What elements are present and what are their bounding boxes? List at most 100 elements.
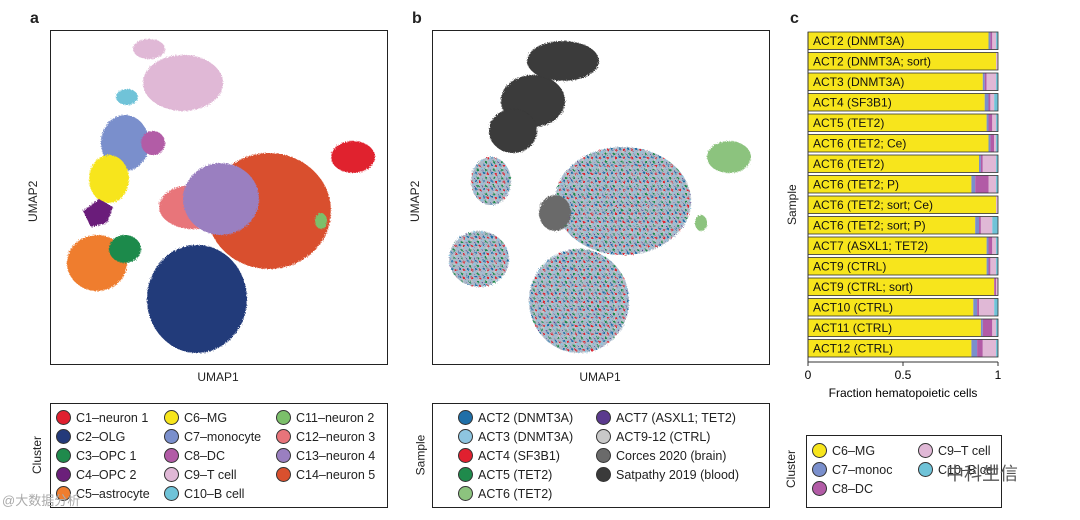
legend-swatch-icon: [276, 410, 291, 425]
panel-a-label: a: [30, 10, 39, 27]
legend-cluster-a: [50, 403, 388, 508]
legend-label: ACT5 (TET2): [478, 467, 553, 482]
legend-swatch-icon: [56, 410, 71, 425]
bar-segment: [996, 32, 998, 50]
bar-segment: [808, 257, 987, 275]
cluster-c9-t-cell: [143, 55, 223, 111]
cluster-legend-item: C9–T cell: [164, 467, 237, 482]
bar-segment: [992, 32, 997, 50]
bar-segment: [808, 52, 997, 70]
legend-label: C6–MG: [832, 443, 876, 458]
panel-a-xlabel: UMAP1: [197, 370, 239, 384]
bar-segment: [994, 93, 998, 111]
bar-category-label: ACT6 (TET2; Ce): [813, 137, 906, 151]
x-tick-label: 1: [995, 368, 1002, 382]
sample-legend-item: Satpathy 2019 (blood): [596, 467, 739, 482]
cluster-c-legend-item: C7–monoc: [812, 462, 892, 477]
cluster-legend-item: C4–OPC 2: [56, 467, 136, 482]
legend-swatch-icon: [164, 429, 179, 444]
bar-segment: [996, 134, 998, 152]
bar-segment: [992, 237, 997, 255]
bar-segment: [808, 196, 997, 214]
cluster-legend-item: C3–OPC 1: [56, 448, 136, 463]
bar-segment: [808, 319, 981, 337]
umap-cluster-plot: [50, 30, 388, 365]
blob-mixed-center: [555, 147, 691, 255]
legend-label: C7–monocyte: [184, 429, 262, 444]
cluster-legend-item: C5–astrocyte: [56, 486, 150, 501]
bar-segment: [808, 298, 974, 316]
bar-segment: [990, 134, 995, 152]
cluster-legend-item: C2–OLG: [56, 429, 125, 444]
watermark-right: 中科生信: [946, 464, 1018, 484]
legend-swatch-icon: [812, 462, 827, 477]
legend-swatch-icon: [276, 429, 291, 444]
bar-segment: [984, 73, 987, 91]
cluster-legend-item: C7–monocyte: [164, 429, 261, 444]
cluster-c10-b-cell: [116, 89, 138, 105]
bar-segment: [975, 216, 979, 234]
bar-category-label: ACT10 (CTRL): [813, 301, 893, 315]
panel-c-ylabel: Sample: [785, 184, 799, 225]
cluster-c6-mg: [89, 155, 129, 203]
stacked-bar-chart: ACT2 (DNMT3A) ACT2 (DNMT3A; sort) ACT3 (DN…: [805, 31, 1002, 400]
legend-label: C3–OPC 1: [76, 448, 137, 463]
legend-label: C8–DC: [184, 448, 225, 463]
legend-swatch-icon: [596, 410, 611, 425]
bar-segment: [996, 257, 998, 275]
bar-category-label: ACT6 (TET2; sort; Ce): [813, 198, 933, 212]
cluster-c13-neuron4: [183, 163, 259, 235]
legend-swatch-icon: [276, 448, 291, 463]
legend-label: Satpathy 2019 (blood): [616, 467, 740, 482]
bar-segment: [808, 216, 976, 234]
bar-segment: [996, 73, 998, 91]
cluster-legend-item: C10–B cell: [164, 486, 244, 501]
legend-b-title: Sample: [413, 434, 428, 476]
cluster-c11-neuron2: [315, 213, 327, 229]
bar-segment: [994, 298, 998, 316]
cluster-legend-item: C12–neuron 3: [276, 429, 375, 444]
bar-segment: [986, 114, 989, 132]
bar-segment: [977, 298, 979, 316]
bar-segment: [986, 237, 989, 255]
bar-segment: [980, 319, 983, 337]
legend-label: C4–OPC 2: [76, 467, 137, 482]
legend-label: C5–astrocyte: [76, 486, 150, 501]
bar-segment: [982, 319, 993, 337]
cluster-c8-dc: [141, 131, 165, 155]
bar-segment: [979, 298, 995, 316]
panel-b-xlabel: UMAP1: [579, 370, 621, 384]
legend-cluster-c: [806, 435, 1002, 508]
legend-swatch-icon: [458, 448, 473, 463]
sample-legend-item: ACT7 (ASXL1; TET2): [596, 410, 736, 425]
bar-segment: [992, 114, 997, 132]
cluster-legend-item: C1–neuron 1: [56, 410, 148, 425]
legend-swatch-icon: [56, 429, 71, 444]
bar-segment: [808, 237, 987, 255]
legend-swatch-icon: [458, 467, 473, 482]
bar-category-label: ACT9 (CTRL): [813, 260, 886, 274]
bar-segment: [996, 114, 998, 132]
bar-segment: [808, 32, 989, 50]
bar-segment: [996, 339, 998, 357]
bar-segment: [990, 32, 993, 50]
sample-legend-item: ACT3 (DNMT3A): [458, 429, 573, 444]
legend-label: C6–MG: [184, 410, 228, 425]
legend-swatch-icon: [812, 443, 827, 458]
bar-segment: [982, 339, 997, 357]
bar-category-label: ACT6 (TET2; P): [813, 178, 899, 192]
bar-segment: [808, 73, 983, 91]
cluster-c-legend-item: C10–B cell: [918, 462, 998, 477]
umap-cluster-svg: [67, 39, 375, 353]
bar-segment: [990, 257, 997, 275]
bar-segment: [977, 339, 983, 357]
panel-b-ylabel: UMAP2: [408, 180, 422, 222]
bar-segment: [988, 257, 991, 275]
legend-swatch-icon: [596, 448, 611, 463]
bar-segment: [988, 114, 993, 132]
panel-a-ylabel: UMAP2: [26, 180, 40, 222]
legend-label: C7–monoc: [832, 462, 893, 477]
blob-blood-upper: [527, 41, 599, 81]
panel-c-xlabel: Fraction hematopoietic cells: [829, 386, 978, 400]
bar-segment: [973, 298, 978, 316]
